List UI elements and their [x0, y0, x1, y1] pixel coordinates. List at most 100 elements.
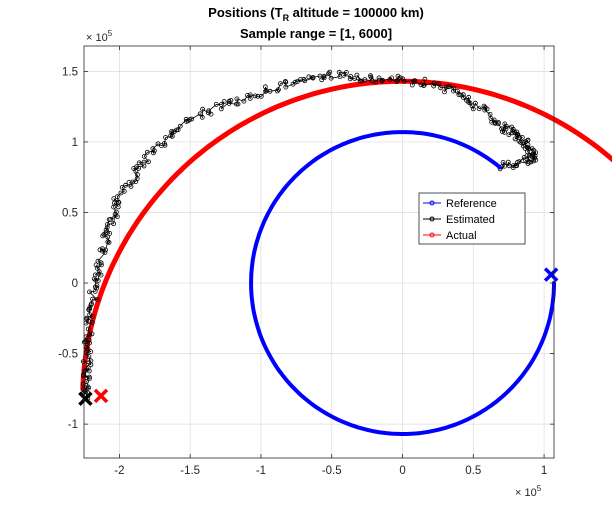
series-estimated-point	[105, 221, 110, 227]
series-estimated-point	[466, 94, 472, 100]
series-estimated-point	[409, 82, 415, 88]
series-estimated-point	[123, 182, 128, 188]
series-estimated-point	[531, 158, 537, 164]
series-estimated-point	[470, 106, 476, 112]
series-estimated-point	[376, 75, 382, 81]
series-estimated-point	[96, 269, 102, 275]
series-estimated-point	[80, 381, 86, 387]
series-estimated-point	[136, 165, 142, 171]
series-estimated-point	[472, 100, 478, 106]
series-estimated-point	[97, 247, 103, 253]
series-estimated-point	[86, 307, 92, 313]
series-estimated-point	[90, 296, 95, 302]
series-estimated-point	[436, 81, 442, 87]
series-estimated-point	[245, 93, 250, 98]
y-tick-label: 0.5	[62, 207, 78, 219]
series-estimated-point	[418, 82, 424, 88]
series-estimated-point	[93, 262, 99, 268]
legend-label-estimated: Estimated	[446, 214, 495, 226]
series-estimated-point	[526, 146, 531, 152]
series-estimated-point	[528, 159, 534, 165]
series-estimated-point	[531, 148, 537, 153]
series-estimated-point	[467, 100, 473, 106]
series-estimated-point	[100, 246, 105, 252]
series-estimated-point	[221, 99, 227, 104]
series-estimated-point	[199, 114, 205, 120]
series-estimated-point	[141, 163, 147, 169]
series-estimated-point	[88, 349, 94, 355]
series-estimated-point	[492, 120, 498, 125]
series-estimated-point	[169, 128, 175, 134]
series-estimated-point	[298, 77, 303, 82]
series-estimated-point	[275, 87, 281, 92]
series-estimated-point	[464, 97, 469, 103]
series-estimated-point	[112, 211, 118, 217]
series-estimated-point	[105, 239, 111, 245]
series-estimated-point	[103, 227, 109, 233]
series-estimated-point	[136, 160, 142, 166]
series-estimated-point	[499, 126, 505, 132]
series-estimated-point	[509, 124, 514, 130]
series-reference-line	[249, 130, 556, 436]
series-estimated-point	[119, 184, 125, 190]
series-estimated-point	[460, 95, 466, 100]
series-estimated-point	[88, 302, 94, 308]
x-tick-label: 0.5	[465, 465, 481, 477]
series-estimated-point	[525, 144, 530, 150]
series-estimated-point	[135, 172, 140, 178]
series-estimated-point	[82, 338, 88, 344]
series-estimated-point	[529, 152, 534, 158]
series-estimated-point	[347, 76, 353, 82]
legend-entry-actual: Actual	[423, 230, 477, 242]
y-tick-label: 0	[72, 278, 78, 290]
series-estimated-point	[213, 102, 219, 107]
series-estimated-point	[283, 84, 289, 90]
series-estimated-point	[336, 69, 342, 75]
series-estimated-point	[511, 163, 516, 169]
series-estimated-point	[247, 92, 253, 98]
series-estimated-point	[310, 75, 316, 81]
series-estimated-point	[369, 78, 375, 84]
series-estimated-point	[128, 183, 134, 189]
series-estimated-point	[98, 260, 104, 266]
x-tick-label: 1	[541, 465, 547, 477]
series-estimated-point	[235, 101, 241, 107]
series-estimated-point	[523, 139, 529, 144]
y-tick-label: -1	[68, 419, 78, 431]
series-estimated-point	[445, 84, 451, 90]
legend-label-actual: Actual	[446, 230, 477, 242]
series-estimated-point	[456, 92, 462, 98]
series-estimated-point	[495, 120, 501, 125]
series-estimated-point	[354, 72, 360, 78]
chart-title: Positions (TR altitude = 100000 km)	[208, 5, 424, 23]
series-estimated-point	[87, 374, 92, 380]
series-estimated-point	[86, 385, 91, 391]
series-estimated-point	[100, 233, 106, 239]
series-estimated-point	[81, 359, 86, 365]
series-estimated-point	[146, 159, 151, 165]
series-estimated-point	[106, 217, 112, 223]
series-estimated-point	[258, 93, 264, 99]
x-tick-label: -0.5	[322, 465, 342, 477]
series-estimated-point	[516, 159, 522, 165]
series-estimated-point	[94, 297, 100, 303]
series-estimated-point	[252, 93, 258, 99]
series-estimated-point	[443, 84, 449, 90]
series-estimated-point	[234, 96, 240, 102]
axes-ticks: -2 -1.5 -1 -0.5 0 0.5 1 -1 -0.5 0 0.5 1 1.5	[58, 46, 554, 477]
chart-subtitle: Sample range = [1, 6000]	[240, 26, 392, 41]
series-estimated-point	[283, 79, 289, 85]
series-estimated-point	[343, 70, 349, 75]
y-tick-label: -0.5	[58, 349, 78, 361]
series-estimated-point	[218, 102, 224, 107]
series-estimated-point	[102, 250, 108, 256]
series-estimated-point	[394, 79, 400, 85]
series-estimated-point	[241, 98, 247, 104]
series-estimated-point	[93, 277, 99, 283]
series-estimated-point	[144, 149, 150, 155]
series-estimated-point	[317, 73, 323, 79]
series-estimated-point	[141, 153, 147, 159]
series-estimated-point	[263, 88, 269, 94]
series-estimated-point	[255, 93, 261, 99]
